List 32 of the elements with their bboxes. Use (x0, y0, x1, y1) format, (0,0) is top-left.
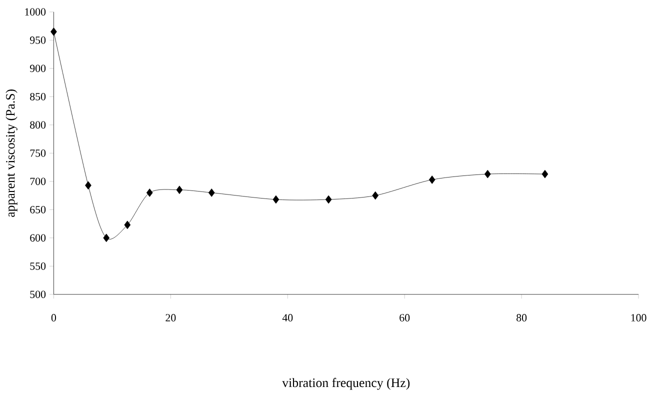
y-axis-title: apparent viscosity (Pa.S) (6, 90, 18, 218)
x-tick-label: 80 (516, 314, 527, 322)
point (85, 181, 92, 190)
point (146, 188, 153, 197)
y-tick-label: 500 (30, 290, 46, 298)
point (176, 186, 183, 194)
point (124, 220, 131, 230)
point (428, 176, 436, 184)
point (103, 234, 110, 242)
x-tick-label: 0 (51, 314, 56, 322)
y-tick-label: 1000 (25, 8, 46, 16)
y-tick-label: 600 (30, 234, 46, 242)
y-tick-label: 700 (30, 178, 46, 186)
point (272, 195, 280, 204)
point (484, 170, 491, 178)
y-tick-label: 800 (30, 121, 46, 129)
x-tick-label: 100 (631, 314, 646, 322)
y-tick-label: 650 (30, 206, 46, 214)
point (372, 191, 379, 200)
point (208, 188, 215, 197)
y-tick-label: 950 (30, 36, 46, 44)
x-tick-label: 60 (400, 314, 410, 322)
x-axis-title: vibration frequency (Hz) (282, 378, 410, 390)
point (542, 170, 548, 178)
y-tick-label: 550 (30, 262, 46, 270)
y-tick-label: 850 (30, 93, 46, 100)
y-tick-label: 750 (30, 150, 46, 157)
y-tick-label: 900 (30, 64, 46, 72)
x-tick-label: 20 (166, 314, 176, 322)
x-tick-label: 40 (282, 314, 293, 322)
point (325, 195, 332, 204)
point (50, 28, 57, 36)
